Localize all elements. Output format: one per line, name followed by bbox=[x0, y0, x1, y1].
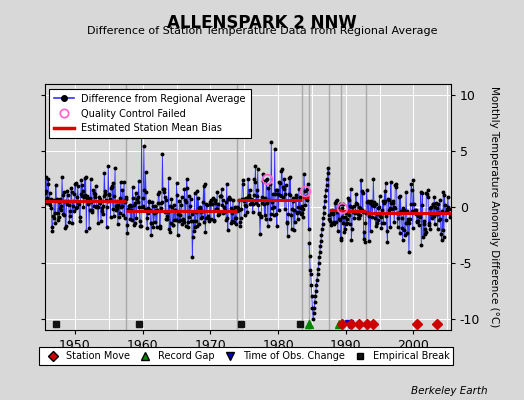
Text: ALLENSPARK 2 NNW: ALLENSPARK 2 NNW bbox=[167, 14, 357, 32]
Legend: Station Move, Record Gap, Time of Obs. Change, Empirical Break: Station Move, Record Gap, Time of Obs. C… bbox=[39, 347, 453, 365]
Legend: Difference from Regional Average, Quality Control Failed, Estimated Station Mean: Difference from Regional Average, Qualit… bbox=[49, 89, 251, 138]
Text: Difference of Station Temperature Data from Regional Average: Difference of Station Temperature Data f… bbox=[87, 26, 437, 36]
Y-axis label: Monthly Temperature Anomaly Difference (°C): Monthly Temperature Anomaly Difference (… bbox=[489, 86, 499, 328]
Text: Berkeley Earth: Berkeley Earth bbox=[411, 386, 487, 396]
